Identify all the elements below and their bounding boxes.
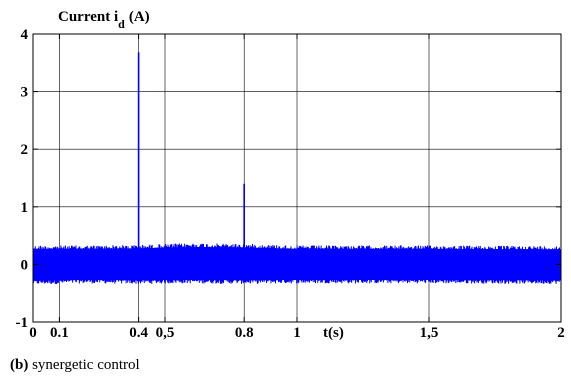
y-tick-label: 4 <box>21 27 29 43</box>
x-tick-label: 0.1 <box>50 325 69 340</box>
y-axis-title: Current id (A) <box>58 9 150 31</box>
x-tick-label: 0.4 <box>129 325 148 340</box>
y-tick-label: 0 <box>21 257 29 273</box>
x-tick-labels: 0 0.1 0.4 0,5 0.8 1 1,5 2 <box>29 325 565 340</box>
y-axis-title-subscript: d <box>118 17 125 31</box>
x-tick-label: 0.8 <box>235 325 254 340</box>
y-tick-label: 2 <box>21 142 29 158</box>
y-tick-label: -1 <box>16 315 29 331</box>
series-current-id <box>32 52 562 285</box>
y-axis-title-unit: (A) <box>129 9 150 25</box>
x-tick-label: 1 <box>293 325 301 340</box>
y-tick-label: 1 <box>21 200 29 216</box>
y-tick-labels: -1 0 1 2 3 4 <box>16 27 29 331</box>
x-tick-label: 2 <box>557 325 565 340</box>
signal-band-fill <box>33 246 561 281</box>
figure-caption: (b) synergetic control <box>10 357 140 374</box>
x-axis-title: t(s) <box>323 325 344 340</box>
y-axis-title-main: Current i <box>58 9 118 25</box>
caption-text: synergetic control <box>28 357 140 373</box>
x-tick-label: 1,5 <box>420 325 439 340</box>
axis-ticks <box>32 33 562 323</box>
x-tick-label: 0 <box>29 325 37 340</box>
caption-label: (b) <box>10 357 29 373</box>
y-tick-label: 3 <box>21 85 29 101</box>
x-tick-label: 0,5 <box>156 325 175 340</box>
